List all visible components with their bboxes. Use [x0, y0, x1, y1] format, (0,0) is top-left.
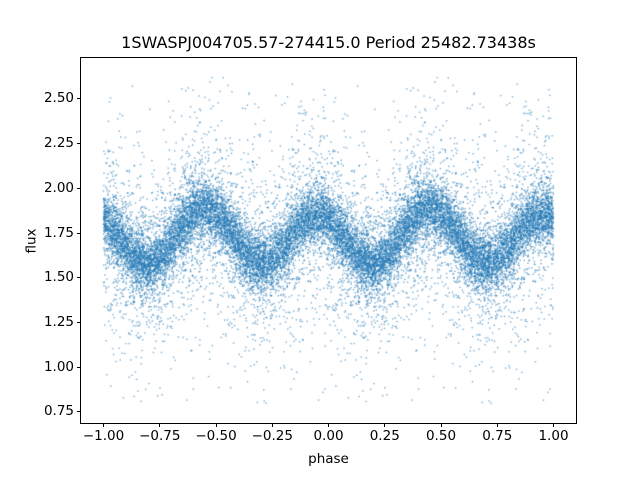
- scatter-plot-area: [81, 58, 576, 423]
- x-axis-label: phase: [308, 451, 349, 467]
- x-tick-label: −0.75: [139, 428, 181, 444]
- y-tick-label: 2.50: [43, 90, 74, 107]
- y-tick-mark: [77, 232, 81, 234]
- x-tick-label: 0.75: [482, 428, 513, 444]
- x-tick-mark: [384, 423, 386, 427]
- y-tick-label: 1.25: [43, 313, 74, 330]
- y-tick-label: 2.25: [43, 135, 74, 152]
- x-tick-label: 1.00: [538, 428, 569, 444]
- x-tick-mark: [328, 423, 329, 427]
- x-tick-label: −0.25: [251, 428, 293, 444]
- y-tick-mark: [77, 98, 81, 100]
- x-tick-mark: [496, 423, 498, 427]
- x-tick-label: 0.00: [313, 428, 344, 444]
- x-tick-label: −1.00: [82, 428, 125, 444]
- y-tick-mark: [77, 143, 81, 145]
- y-tick-label: 2.00: [43, 179, 74, 196]
- y-tick-mark: [77, 411, 81, 413]
- x-tick-label: −0.50: [195, 428, 237, 444]
- y-tick-label: 0.75: [43, 403, 74, 420]
- x-tick-mark: [215, 423, 217, 427]
- y-tick-label: 1.75: [43, 224, 74, 241]
- y-tick-mark: [77, 321, 81, 323]
- x-tick-label: 0.25: [369, 428, 400, 444]
- x-tick-mark: [159, 423, 161, 427]
- chart-title: 1SWASPJ004705.57-274415.0 Period 25482.7…: [121, 33, 536, 52]
- x-tick-mark: [553, 423, 554, 427]
- x-tick-mark: [103, 423, 104, 427]
- y-tick-mark: [77, 187, 81, 189]
- y-tick-mark: [77, 277, 81, 279]
- y-tick-mark: [77, 366, 81, 368]
- y-tick-label: 1.00: [43, 358, 74, 375]
- y-tick-label: 1.50: [43, 269, 74, 286]
- x-tick-mark: [271, 423, 273, 427]
- x-tick-mark: [440, 423, 442, 427]
- y-axis-label: flux: [23, 228, 40, 254]
- x-tick-label: 0.50: [425, 428, 457, 444]
